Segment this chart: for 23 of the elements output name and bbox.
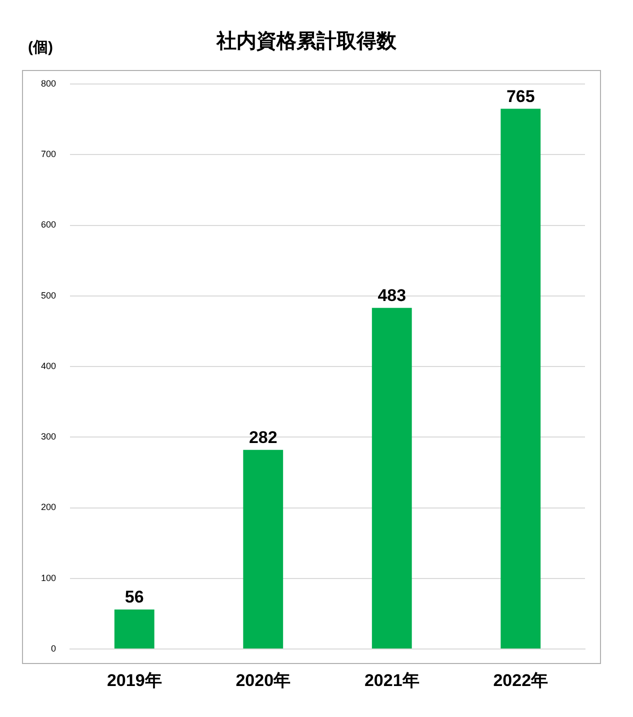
data-label: 765	[506, 86, 535, 106]
chart-title: 社内資格累計取得数	[216, 30, 398, 53]
y-tick-label: 500	[40, 290, 56, 300]
y-tick-label: 400	[40, 360, 56, 371]
data-label: 282	[248, 428, 278, 448]
bar	[500, 108, 541, 648]
y-tick-label: 800	[40, 78, 56, 88]
bar	[243, 450, 284, 648]
y-tick-label: 700	[40, 149, 56, 160]
x-tick-label: 2019年	[106, 670, 162, 690]
y-tick-label: 0	[50, 643, 56, 654]
data-label: 483	[378, 286, 406, 306]
y-tick-label: 200	[40, 502, 56, 512]
y-axis-title: (個)	[28, 38, 53, 57]
x-tick-label: 2021年	[364, 670, 420, 690]
x-tick-label: 2020年	[236, 670, 291, 690]
data-label: 56	[124, 588, 144, 607]
y-tick-label: 100	[40, 572, 56, 583]
y-tick-label: 600	[40, 220, 56, 230]
y-tick-label: 300	[40, 432, 56, 442]
x-tick-label: 2022年	[493, 670, 548, 690]
bar	[372, 308, 412, 648]
bar	[114, 609, 154, 648]
